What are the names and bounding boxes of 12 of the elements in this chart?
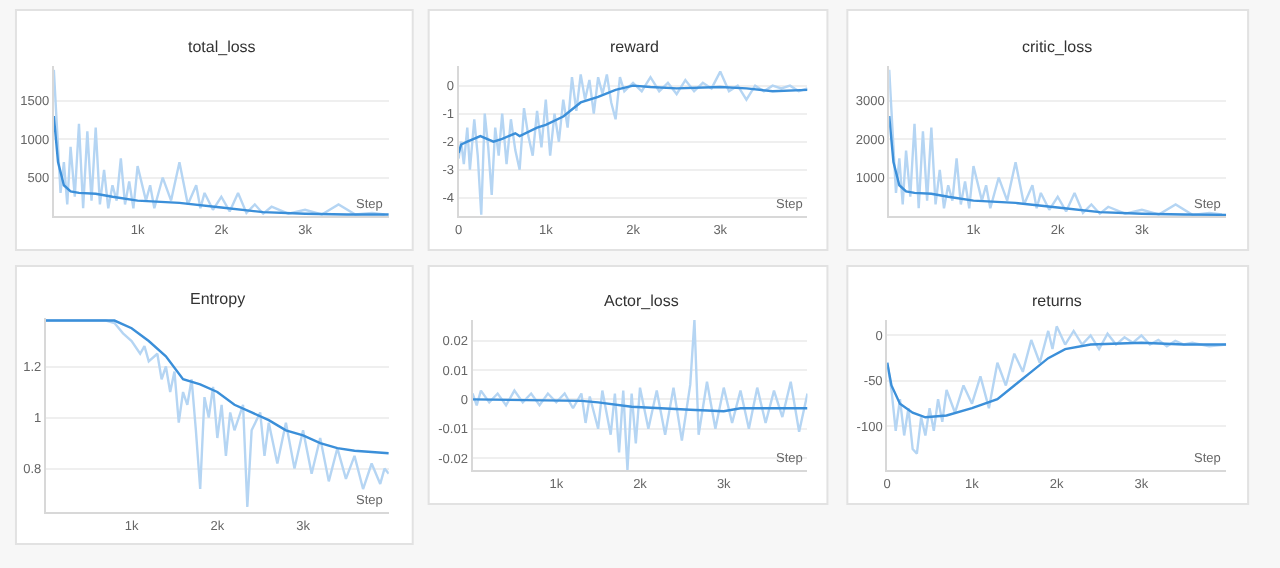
line-series	[45, 319, 389, 455]
line-series	[458, 70, 808, 216]
line-series	[887, 341, 1227, 419]
chart-title: Actor_loss	[604, 292, 679, 310]
chart-title: returns	[1032, 292, 1082, 310]
line-series	[889, 68, 1224, 216]
line-series	[472, 320, 808, 470]
chart-title: total_loss	[188, 38, 256, 56]
chart-title: reward	[610, 38, 659, 56]
line-series	[458, 84, 808, 155]
chart-title: Entropy	[190, 290, 246, 308]
chart-title: critic_loss	[1022, 38, 1093, 56]
